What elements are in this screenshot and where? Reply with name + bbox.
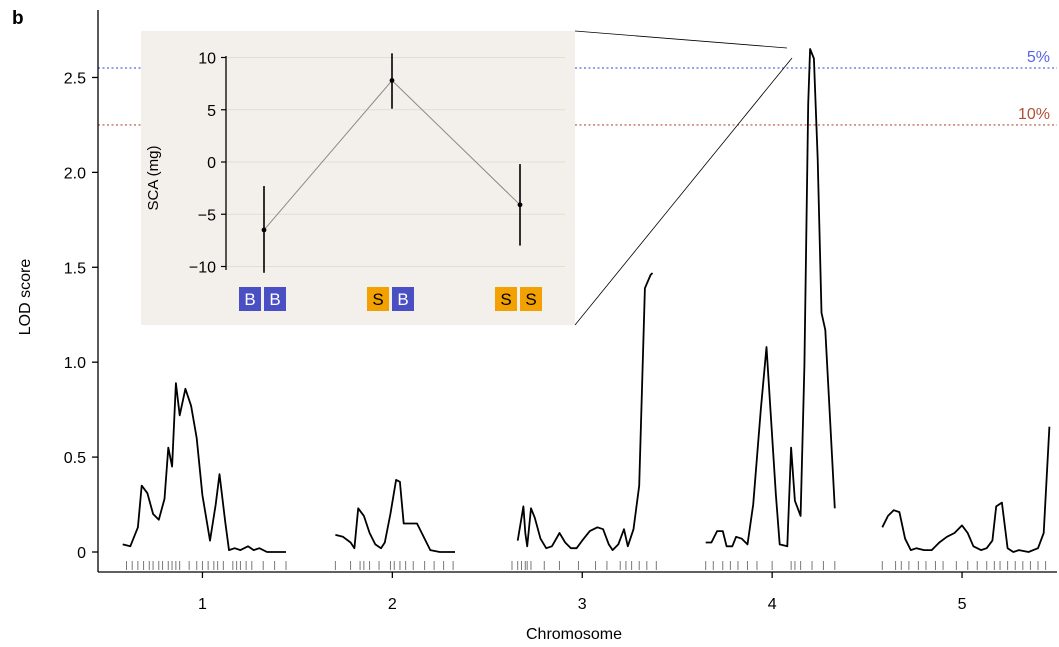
marker-ticks — [125, 561, 1047, 570]
allele-label: S — [500, 290, 511, 309]
inset-y-tick-label: 5 — [207, 103, 216, 120]
series-line-chr-2 — [335, 478, 455, 553]
allele-label: S — [372, 290, 383, 309]
allele-label: S — [525, 290, 536, 309]
inset-y-tick-label: 0 — [207, 155, 216, 172]
inset-y-axis-label: SCA (mg) — [145, 145, 162, 210]
y-tick-label: 1.0 — [64, 355, 86, 372]
series-line-chr-1 — [122, 382, 286, 553]
allele-label: B — [244, 290, 255, 309]
y-tick-label: 0.5 — [64, 450, 86, 467]
y-tick-label: 1.5 — [64, 260, 86, 277]
series-line-chr-3 — [516, 272, 654, 551]
threshold-label-1: 5% — [1027, 49, 1050, 66]
x-tick-label: 5 — [958, 596, 967, 613]
threshold-label-2: 10% — [1018, 106, 1050, 123]
x-tick-label: 2 — [388, 596, 397, 613]
y-tick-label: 2.0 — [64, 165, 86, 182]
inset-y-tick-label: −5 — [198, 207, 216, 224]
threshold-lines: 5% 10% — [98, 49, 1057, 126]
allele-box-B — [264, 287, 286, 311]
allele-box-S — [520, 287, 542, 311]
inset-y-tick-label: 10 — [198, 51, 216, 68]
x-axis-label: Chromosome — [526, 626, 622, 643]
allele-label: B — [269, 290, 280, 309]
panel-label: b — [12, 8, 24, 29]
x-tick-label: 1 — [198, 596, 207, 613]
inset-y-tick-label: −10 — [189, 260, 216, 277]
main-axes: 0 0.5 1.0 1.5 2.0 2.5 1 2 3 4 5 — [64, 10, 1057, 613]
inset-mean-point — [261, 227, 267, 233]
inset-background — [141, 31, 575, 325]
allele-box-B — [239, 287, 261, 311]
inset-mean-point — [389, 78, 395, 83]
allele-box-S — [495, 287, 517, 311]
x-tick-label: 3 — [578, 596, 587, 613]
allele-box-B — [392, 287, 414, 311]
series-line-chr-4 — [705, 48, 836, 548]
inset-connector-top — [574, 30, 788, 49]
allele-box-S — [367, 287, 389, 311]
allele-label: B — [397, 290, 408, 309]
inset-connector-lines — [574, 30, 793, 326]
y-tick-label: 2.5 — [64, 70, 86, 87]
x-tick-label: 4 — [768, 596, 777, 613]
inset-connector-bottom — [574, 57, 793, 326]
lod-series — [122, 48, 1051, 553]
y-tick-label: 0 — [77, 545, 86, 562]
series-line-chr-5 — [881, 426, 1051, 553]
y-axis-label: LOD score — [17, 259, 34, 336]
inset-mean-point — [517, 202, 523, 208]
